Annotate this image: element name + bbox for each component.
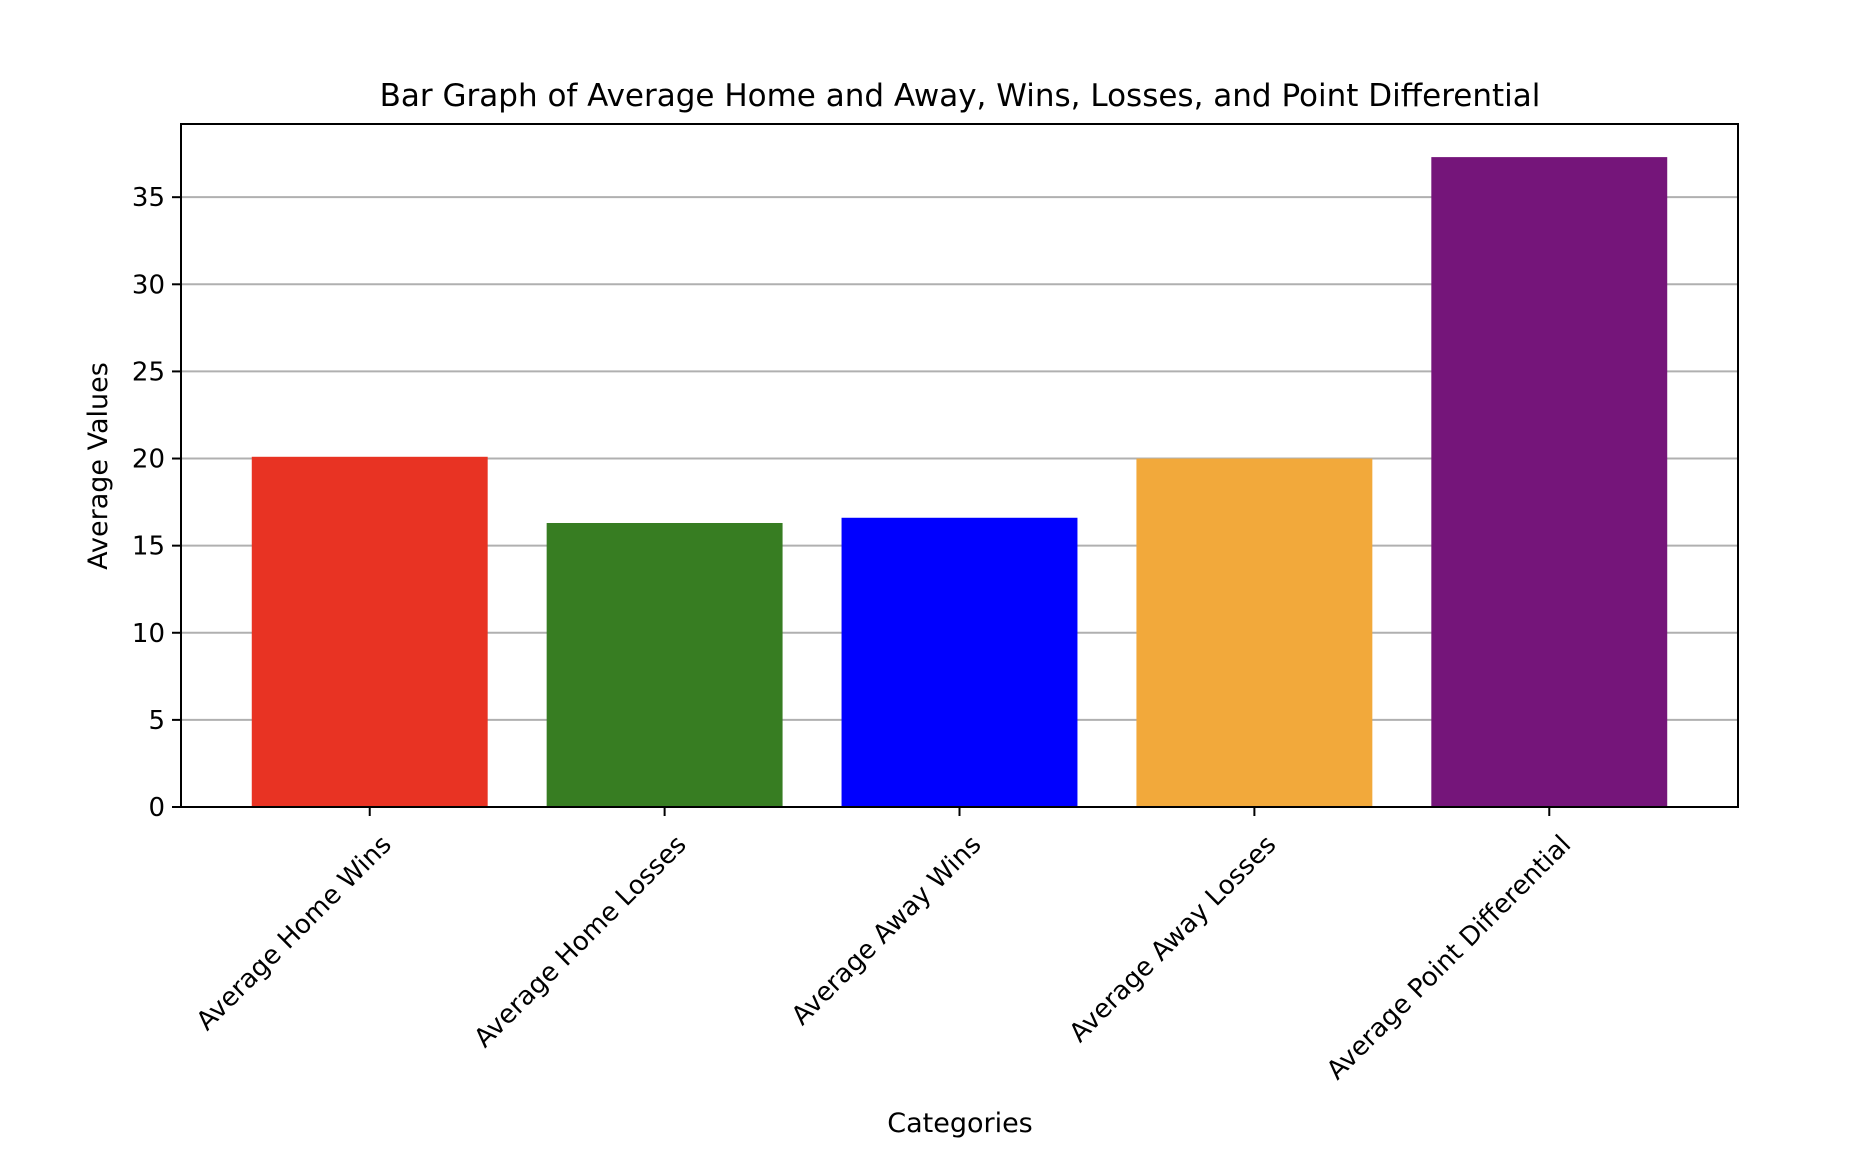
x-tick-label-average-away-wins: Average Away Wins xyxy=(786,830,988,1032)
y-tick-label-20: 20 xyxy=(132,445,165,475)
x-axis-label: Categories xyxy=(887,1108,1033,1139)
y-tick-label-0: 0 xyxy=(148,793,165,823)
x-tick-label-average-home-losses: Average Home Losses xyxy=(469,830,693,1054)
bar-average-point-differential xyxy=(1431,157,1668,807)
y-tick-label-30: 30 xyxy=(132,270,165,300)
chart-title: Bar Graph of Average Home and Away, Wins… xyxy=(380,78,1541,114)
bar-average-home-losses xyxy=(546,522,783,807)
x-tick-label-average-away-losses: Average Away Losses xyxy=(1064,830,1283,1049)
bar-average-home-wins xyxy=(251,456,488,807)
x-axis-ticks: Average Home Wins Average Home Losses Aver… xyxy=(191,807,1577,1086)
y-axis-label: Average Values xyxy=(83,362,114,570)
x-tick-label-average-home-wins: Average Home Wins xyxy=(191,830,398,1037)
y-axis-ticks: 0 5 10 15 20 25 30 35 xyxy=(132,183,181,823)
y-tick-label-15: 15 xyxy=(132,532,165,562)
y-tick-label-5: 5 xyxy=(148,706,165,736)
bars xyxy=(251,157,1668,807)
y-tick-label-25: 25 xyxy=(132,357,165,387)
x-tick-label-average-point-differential: Average Point Differential xyxy=(1321,830,1577,1086)
bar-average-away-wins xyxy=(841,517,1078,807)
y-tick-label-10: 10 xyxy=(132,619,165,649)
bar-average-away-losses xyxy=(1136,458,1373,807)
y-tick-label-35: 35 xyxy=(132,183,165,213)
